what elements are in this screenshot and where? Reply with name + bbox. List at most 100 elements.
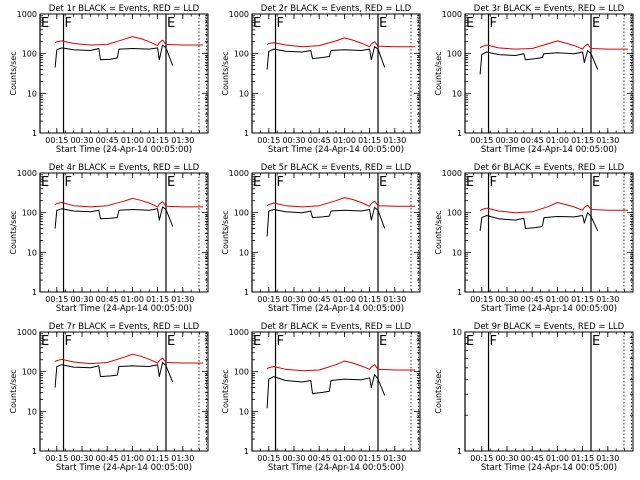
chart-title: Det 8r BLACK = Events, RED = LLD	[261, 322, 412, 332]
series-line-events	[54, 206, 174, 229]
x-tick-label: 01:30	[596, 454, 619, 463]
y-tick-label: 100	[447, 50, 462, 59]
y-tick-label: 1	[32, 288, 37, 297]
chart-panel-6: Det 6r BLACK = Events, RED = LLD 1 10 100 10…	[434, 163, 634, 314]
y-tick-label: 100	[22, 368, 37, 377]
series-line-lld	[266, 37, 415, 48]
marker-label: F	[490, 334, 497, 349]
series-line-events	[266, 374, 386, 409]
series-line-lld	[266, 360, 415, 372]
chart-title: Det 6r BLACK = Events, RED = LLD	[474, 163, 625, 173]
plot-frame	[39, 13, 209, 134]
x-axis-label: Start Time (24-Apr-14 00:05:00)	[56, 304, 192, 314]
x-tick-label: 01:00	[121, 295, 144, 304]
x-axis-label: Start Time (24-Apr-14 00:05:00)	[268, 145, 404, 155]
x-tick-label: 00:15	[45, 454, 68, 463]
marker-label: F	[65, 175, 72, 190]
x-tick-label: 00:30	[282, 136, 305, 145]
marker-label: E	[466, 175, 474, 190]
marker-label: E	[592, 16, 600, 31]
plot-frame	[464, 172, 634, 293]
x-tick-label: 00:45	[521, 136, 544, 145]
x-tick-label: 00:45	[308, 454, 331, 463]
y-tick-label: 1	[244, 447, 249, 456]
marker-label: E	[592, 175, 600, 190]
plot-frame	[251, 172, 421, 293]
series-line-events	[479, 212, 599, 232]
x-tick-label: 01:30	[171, 454, 194, 463]
series-line-events	[266, 207, 386, 237]
y-tick-label: 100	[22, 209, 37, 218]
x-tick-label: 00:15	[45, 295, 68, 304]
x-tick-label: 01:00	[546, 454, 569, 463]
chart-title: Det 9r BLACK = Events, RED = LLD	[474, 322, 625, 332]
marker-label: E	[253, 16, 261, 31]
series-line-events	[266, 46, 386, 70]
x-tick-label: 01:15	[358, 295, 381, 304]
x-tick-label: 00:15	[257, 136, 280, 145]
x-tick-label: 00:15	[45, 136, 68, 145]
plot-frame	[464, 331, 634, 452]
marker-label: E	[379, 334, 387, 349]
chart-title: Det 2r BLACK = Events, RED = LLD	[261, 4, 412, 14]
y-axis-label: Counts/sec	[434, 210, 443, 254]
marker-label: E	[253, 175, 261, 190]
x-tick-label: 00:45	[96, 454, 119, 463]
y-tick-label: 100	[22, 50, 37, 59]
x-tick-label: 01:30	[596, 136, 619, 145]
marker-label: E	[379, 16, 387, 31]
chart-panel-9: Det 9r BLACK = Events, RED = LLD 1 10 00:15…	[434, 322, 634, 473]
marker-label: F	[277, 16, 284, 31]
x-tick-label: 01:00	[121, 454, 144, 463]
y-tick-label: 100	[234, 50, 249, 59]
x-tick-label: 00:45	[96, 295, 119, 304]
y-axis-label: Counts/sec	[9, 210, 18, 254]
y-tick-label: 100	[234, 368, 249, 377]
x-tick-label: 01:00	[121, 136, 144, 145]
y-tick-label: 1000	[17, 10, 37, 19]
chart-panel-1: Det 1r BLACK = Events, RED = LLD 1 10 100 10…	[9, 4, 209, 155]
y-tick-label: 1	[32, 129, 37, 138]
x-tick-label: 01:15	[358, 136, 381, 145]
x-tick-label: 01:00	[333, 295, 356, 304]
marker-label: E	[167, 334, 175, 349]
x-tick-label: 01:15	[571, 454, 594, 463]
y-tick-label: 1	[244, 288, 249, 297]
marker-label: E	[466, 334, 474, 349]
x-tick-label: 00:30	[282, 295, 305, 304]
x-tick-label: 01:30	[383, 454, 406, 463]
x-tick-label: 00:30	[70, 295, 93, 304]
y-tick-label: 1000	[17, 169, 37, 178]
x-tick-label: 01:30	[596, 295, 619, 304]
series-line-lld	[479, 202, 628, 214]
chart-panel-7: Det 7r BLACK = Events, RED = LLD 1 10 100 10…	[9, 322, 209, 473]
x-axis-label: Start Time (24-Apr-14 00:05:00)	[56, 145, 192, 155]
x-tick-label: 01:30	[383, 136, 406, 145]
y-tick-label: 100	[234, 209, 249, 218]
x-tick-label: 01:15	[146, 295, 169, 304]
x-tick-label: 00:45	[96, 136, 119, 145]
y-tick-label: 1000	[442, 10, 462, 19]
chart-title: Det 1r BLACK = Events, RED = LLD	[49, 4, 200, 14]
x-tick-label: 01:30	[171, 136, 194, 145]
marker-label: E	[466, 16, 474, 31]
plot-frame	[251, 331, 421, 452]
x-tick-label: 01:15	[571, 295, 594, 304]
y-axis-label: Counts/sec	[434, 51, 443, 95]
x-tick-label: 01:15	[571, 136, 594, 145]
y-tick-label: 1000	[229, 328, 249, 337]
x-tick-label: 01:30	[171, 295, 194, 304]
series-line-events	[479, 50, 599, 75]
marker-label: E	[41, 175, 49, 190]
y-axis-label: Counts/sec	[221, 51, 230, 95]
marker-label: E	[41, 16, 49, 31]
x-tick-label: 01:15	[146, 136, 169, 145]
chart-panel-4: Det 4r BLACK = Events, RED = LLD 1 10 100 10…	[9, 163, 209, 314]
x-tick-label: 00:30	[495, 295, 518, 304]
x-axis-label: Start Time (24-Apr-14 00:05:00)	[268, 304, 404, 314]
y-tick-label: 10	[452, 248, 462, 257]
x-tick-label: 01:00	[333, 454, 356, 463]
series-line-lld	[54, 36, 203, 47]
x-tick-label: 00:45	[308, 295, 331, 304]
